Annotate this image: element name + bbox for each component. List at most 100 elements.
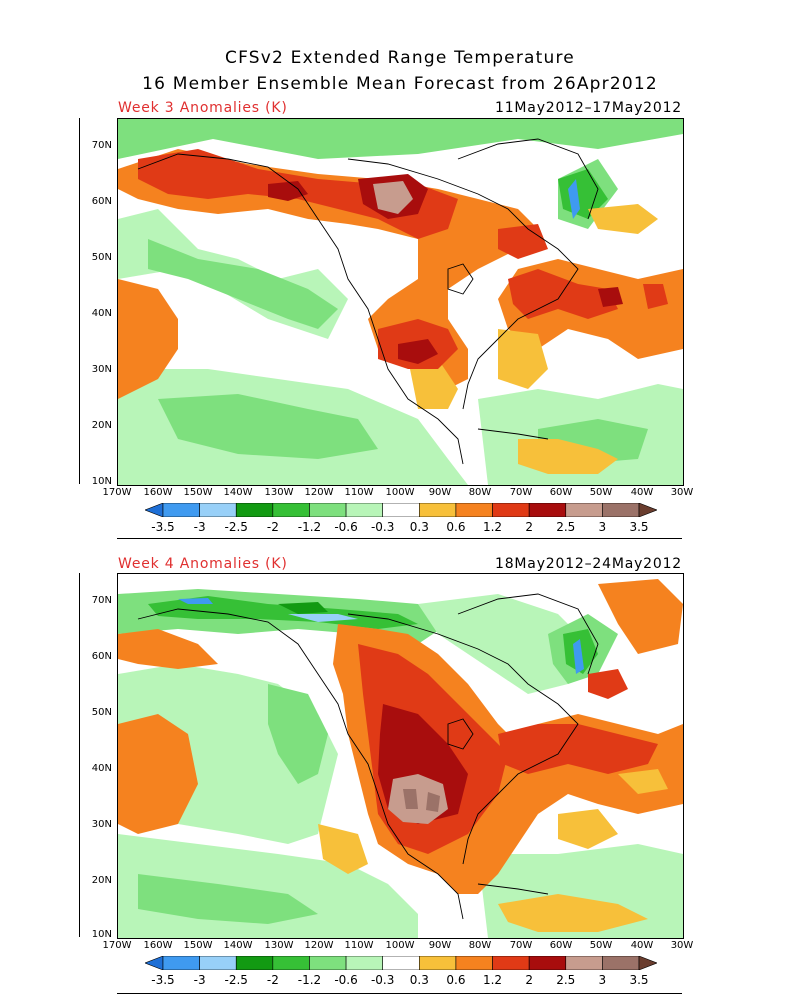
lon-label: 150W	[183, 940, 213, 951]
colorbar-swatch	[382, 503, 420, 517]
lat-label: 30N	[91, 819, 112, 830]
lon-label: 110W	[344, 487, 374, 498]
lat-label: 50N	[91, 252, 112, 263]
lat-label: 10N	[91, 476, 112, 487]
lon-label: 150W	[183, 487, 213, 498]
lat-label: 50N	[91, 707, 112, 718]
lon-label: 170W	[102, 487, 132, 498]
colorbar-label: 2.5	[556, 973, 576, 987]
lon-label: 130W	[264, 487, 294, 498]
colorbar-swatch	[199, 503, 237, 517]
lon-label: 170W	[102, 940, 132, 951]
lon-label: 40W	[630, 487, 654, 498]
colorbar-label: 0.3	[409, 520, 429, 534]
colorbar-swatch	[528, 503, 567, 517]
colorbar-label: 0.3	[409, 973, 429, 987]
panel2-dates: 18May2012–24May2012	[495, 556, 682, 572]
panel1-anomaly-field	[118, 119, 683, 485]
colorbar-swatch	[345, 503, 383, 517]
colorbar-label: -0.6	[334, 520, 358, 534]
panel1-dates: 11May2012–17May2012	[495, 100, 682, 116]
lon-label: 100W	[385, 940, 415, 951]
colorbar-swatch	[162, 956, 200, 970]
colorbar-swatch	[309, 503, 347, 517]
lon-label: 70W	[509, 940, 533, 951]
lon-label: 60W	[549, 487, 573, 498]
colorbar-label: -3.5	[151, 520, 175, 534]
colorbar-label: -3	[193, 520, 206, 534]
colorbar-label: -2	[266, 973, 279, 987]
chart-title-line1: CFSv2 Extended Range Temperature	[225, 48, 575, 68]
colorbar-swatch	[235, 956, 274, 970]
colorbar-swatch	[602, 956, 640, 970]
colorbar-swatch	[235, 503, 274, 517]
panel2-label: Week 4 Anomalies (K)	[118, 556, 288, 572]
lon-label: 40W	[630, 940, 654, 951]
lat-label: 40N	[91, 763, 112, 774]
panel1-colorbar	[145, 503, 657, 517]
colorbar-label: 1.2	[482, 973, 503, 987]
colorbar-swatch	[272, 956, 310, 970]
colorbar-label: 1.2	[482, 520, 503, 534]
colorbar-swatch	[638, 956, 657, 970]
colorbar-label: -0.6	[334, 973, 358, 987]
colorbar-label: -3	[193, 973, 206, 987]
lon-label: 60W	[549, 940, 573, 951]
colorbar-swatch	[145, 956, 164, 970]
colorbar-svg	[145, 956, 657, 970]
colorbar-swatch	[199, 956, 237, 970]
lat-label: 20N	[91, 420, 112, 431]
lon-label: 80W	[468, 940, 492, 951]
colorbar-label: 3.5	[629, 520, 649, 534]
lon-label: 50W	[589, 940, 613, 951]
colorbar-label: -0.3	[370, 520, 395, 534]
panel1-label: Week 3 Anomalies (K)	[118, 100, 288, 116]
colorbar-label: -0.3	[370, 973, 395, 987]
panel1-bottom-rule	[117, 538, 682, 539]
colorbar-swatch	[565, 956, 603, 970]
colorbar-label: 2	[525, 973, 533, 987]
colorbar-swatch	[455, 956, 493, 970]
lon-label: 30W	[670, 940, 694, 951]
colorbar-swatch	[638, 503, 657, 517]
lat-label: 30N	[91, 364, 112, 375]
colorbar-swatch	[162, 503, 200, 517]
panel2-left-axis-line	[79, 573, 80, 937]
lon-label: 30W	[670, 487, 694, 498]
colorbar-label: -1.2	[297, 973, 322, 987]
lat-label: 70N	[91, 140, 112, 151]
panel2-colorbar	[145, 956, 657, 970]
colorbar-swatch	[145, 503, 164, 517]
colorbar-swatch	[419, 956, 457, 970]
colorbar-swatch	[382, 956, 420, 970]
lon-label: 90W	[428, 487, 452, 498]
colorbar-swatch	[528, 956, 567, 970]
lon-label: 140W	[223, 487, 253, 498]
lon-label: 110W	[344, 940, 374, 951]
lon-label: 120W	[304, 940, 334, 951]
lon-label: 130W	[264, 940, 294, 951]
lat-label: 20N	[91, 875, 112, 886]
colorbar-swatch	[345, 956, 383, 970]
lat-label: 60N	[91, 651, 112, 662]
colorbar-label: -2	[266, 520, 279, 534]
lon-label: 80W	[468, 487, 492, 498]
colorbar-swatch	[602, 503, 640, 517]
colorbar-swatch	[309, 956, 347, 970]
lat-label: 10N	[91, 929, 112, 940]
colorbar-label: 0.6	[446, 973, 466, 987]
colorbar-swatch	[492, 503, 530, 517]
colorbar-swatch	[455, 503, 493, 517]
lat-label: 70N	[91, 595, 112, 606]
lon-label: 120W	[304, 487, 334, 498]
colorbar-swatch	[272, 503, 310, 517]
colorbar-label: -1.2	[297, 520, 322, 534]
colorbar-label: 3	[598, 520, 607, 534]
lon-label: 100W	[385, 487, 415, 498]
lon-label: 90W	[428, 940, 452, 951]
lon-label: 160W	[143, 487, 173, 498]
colorbar-label: -2.5	[224, 973, 248, 987]
colorbar-label: 3.5	[629, 973, 649, 987]
lon-label: 70W	[509, 487, 533, 498]
colorbar-label: 2.5	[556, 520, 576, 534]
